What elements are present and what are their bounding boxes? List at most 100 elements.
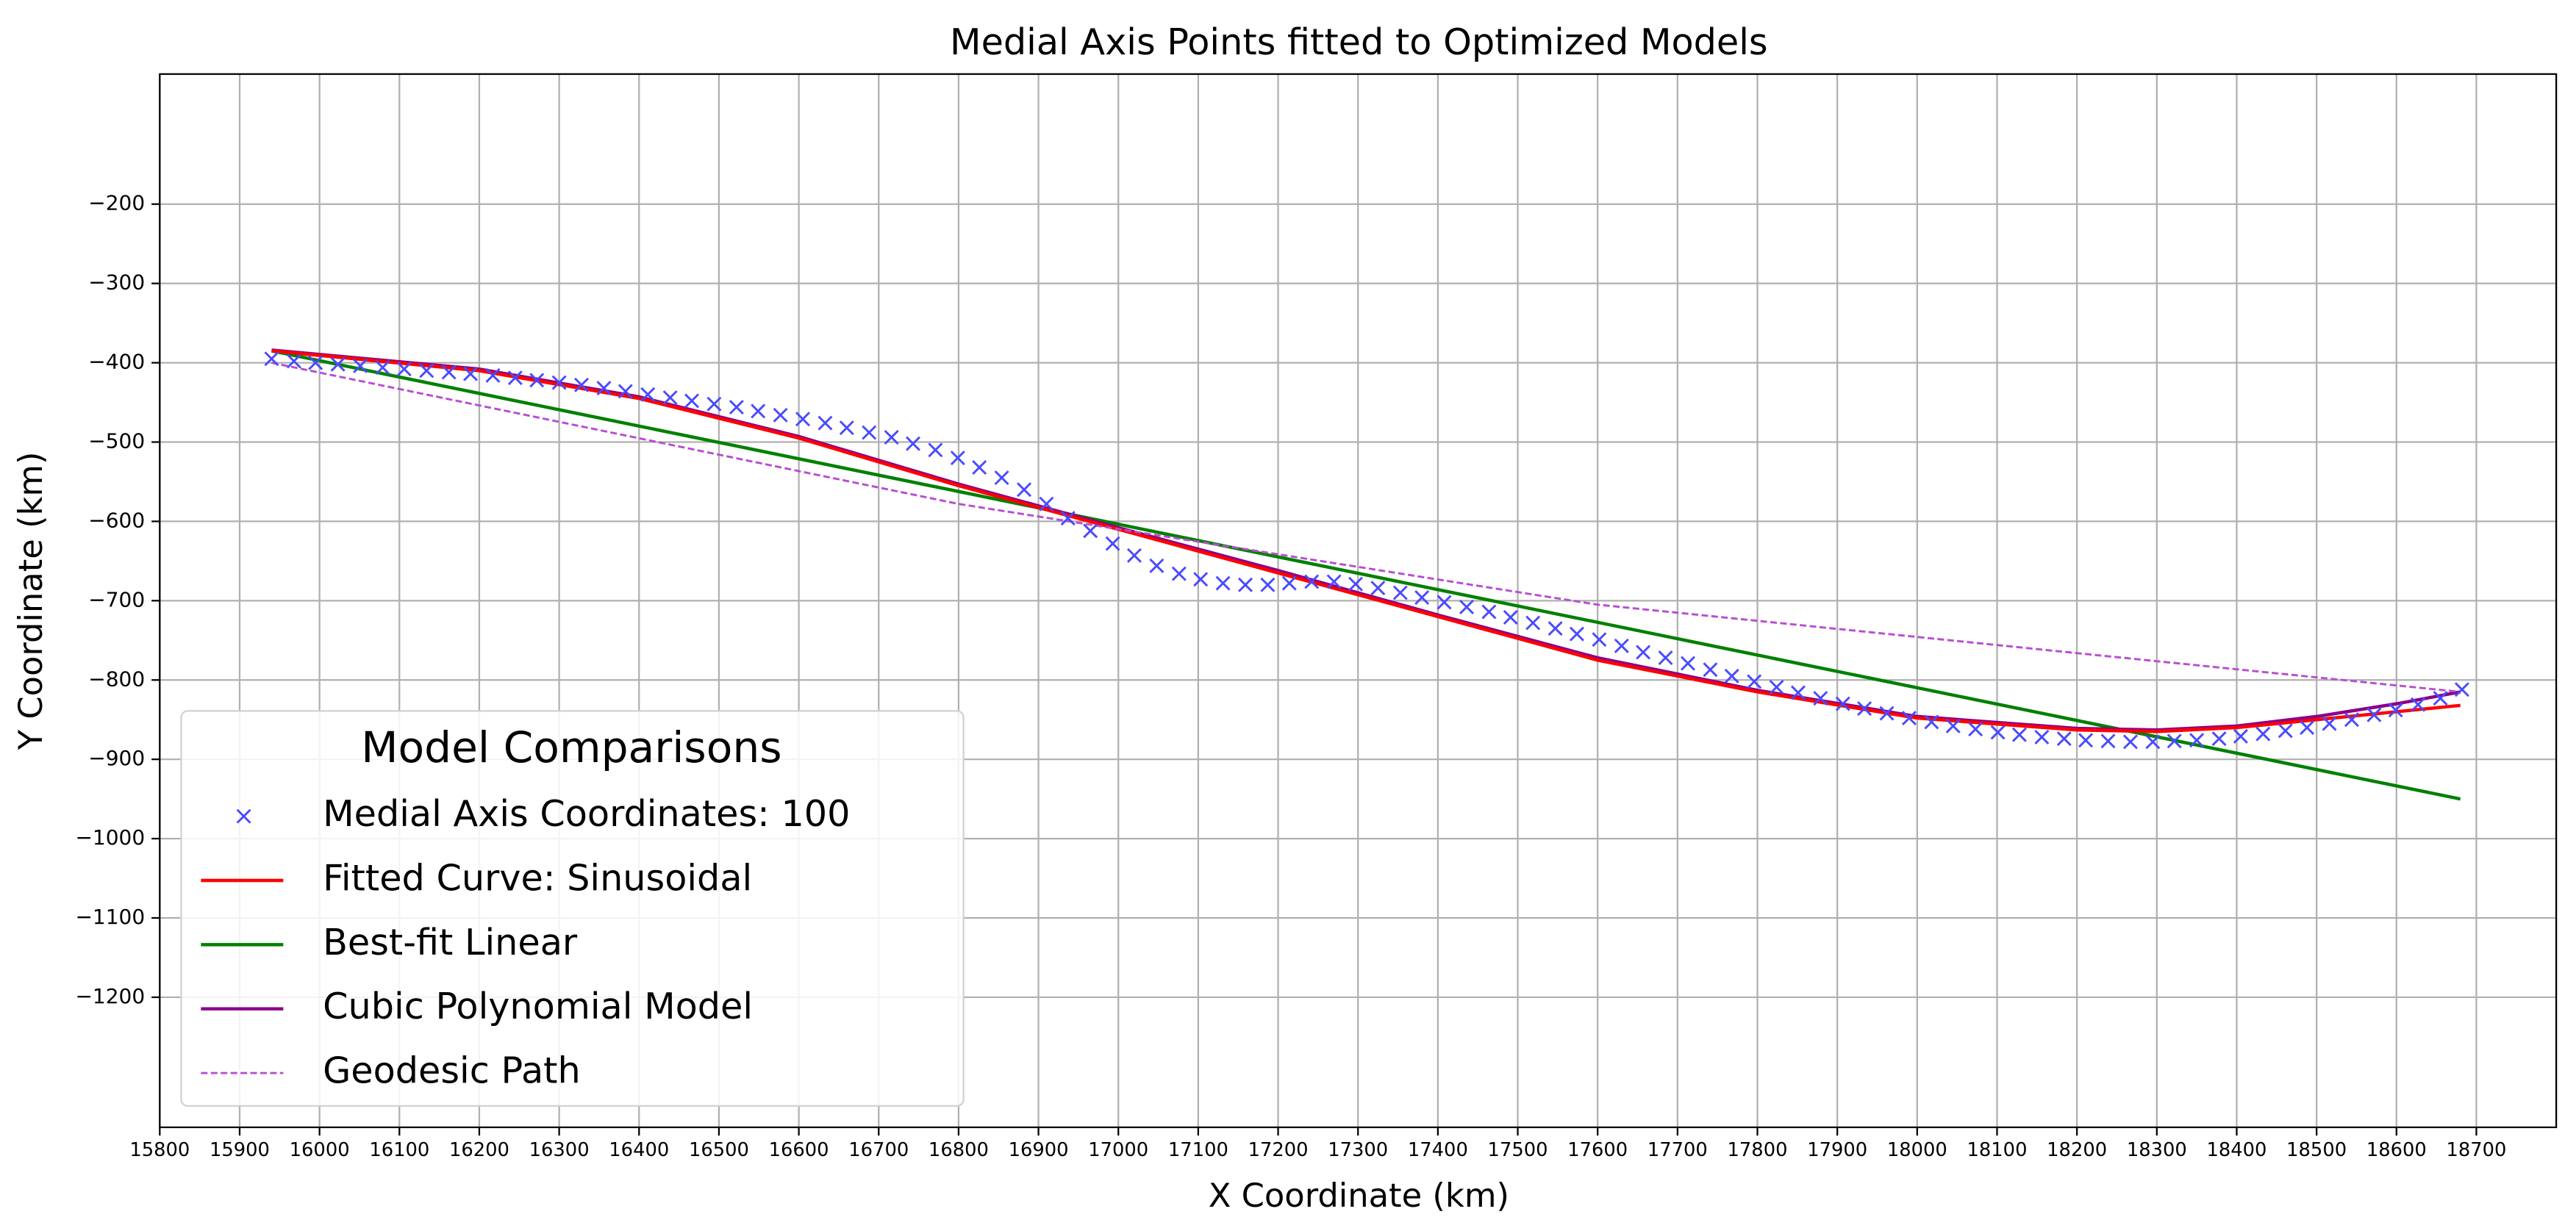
- chart-title: Medial Axis Points fitted to Optimized M…: [950, 21, 1768, 63]
- medial-point: [2167, 733, 2182, 749]
- x-marker-stroke: [2011, 727, 2027, 742]
- medial-point: [817, 415, 833, 431]
- legend-label: Cubic Polynomial Model: [323, 985, 753, 1027]
- medial-point: [1459, 599, 1474, 614]
- medial-point: [1790, 685, 1806, 700]
- x-tick-label: 16900: [1009, 1139, 1069, 1161]
- x-marker-stroke: [308, 355, 323, 370]
- x-marker-stroke: [1414, 590, 1430, 606]
- x-tick-label: 18500: [2286, 1139, 2347, 1161]
- medial-point: [684, 393, 699, 409]
- medial-point: [2011, 727, 2027, 742]
- medial-point: [773, 407, 788, 423]
- x-marker-stroke: [1348, 576, 1363, 592]
- x-marker-stroke: [1790, 685, 1806, 700]
- x-tick-label: 17100: [1168, 1139, 1228, 1161]
- x-marker-stroke: [1370, 581, 1386, 596]
- medial-point: [529, 373, 545, 388]
- medial-point: [2344, 712, 2359, 728]
- x-marker-stroke: [1392, 585, 1408, 600]
- medial-point: [1945, 718, 1961, 733]
- medial-point: [972, 460, 987, 475]
- medial-point: [2433, 691, 2448, 706]
- medial-point: [2454, 682, 2469, 697]
- medial-point: [1703, 662, 1718, 678]
- medial-point: [2366, 707, 2382, 722]
- x-tick-label: 17400: [1408, 1139, 1468, 1161]
- x-marker-stroke: [2300, 720, 2315, 736]
- x-tick-label: 16200: [449, 1139, 509, 1161]
- y-tick-label: −900: [88, 746, 145, 770]
- x-marker-stroke: [1924, 714, 1939, 730]
- medial-point: [2078, 733, 2094, 748]
- medial-point: [839, 420, 854, 436]
- legend-label: Fitted Curve: Sinusoidal: [323, 857, 752, 900]
- x-marker-stroke: [2366, 707, 2382, 722]
- medial-point: [2189, 733, 2205, 748]
- medial-point: [574, 377, 590, 392]
- plot-frame: [159, 73, 2558, 1129]
- x-marker-stroke: [2233, 728, 2248, 744]
- series-line: [271, 349, 2461, 733]
- x-marker-stroke: [2411, 697, 2426, 712]
- medial-point: [2300, 720, 2315, 736]
- medial-point: [1083, 523, 1098, 539]
- medial-point: [2145, 734, 2161, 750]
- medial-point: [596, 381, 612, 396]
- legend-title: Model Comparisons: [361, 722, 781, 772]
- x-marker-stroke: [1857, 701, 1872, 717]
- x-marker-stroke: [1968, 722, 1983, 737]
- x-marker-stroke: [1503, 610, 1518, 625]
- medial-point: [1370, 581, 1386, 596]
- x-marker-stroke: [529, 373, 545, 388]
- medial-point: [1990, 725, 2006, 740]
- x-marker-stroke: [950, 451, 965, 466]
- x-marker-stroke: [485, 367, 501, 383]
- x-axis-label: X Coordinate (km): [1209, 1176, 1509, 1215]
- medial-point: [1680, 656, 1695, 671]
- x-marker-stroke: [2433, 691, 2448, 706]
- medial-point: [1392, 585, 1408, 600]
- medial-point: [1437, 595, 1452, 610]
- x-marker-stroke: [396, 362, 412, 377]
- x-tick-label: 17500: [1488, 1139, 1548, 1161]
- y-tick-label: −1100: [75, 905, 145, 929]
- medial-point: [1548, 621, 1563, 636]
- medial-point: [1193, 572, 1209, 587]
- x-marker-stroke: [1525, 615, 1541, 631]
- x-marker-stroke: [839, 420, 854, 436]
- x-marker-stroke: [2034, 729, 2050, 744]
- x-tick-label: 18700: [2446, 1139, 2506, 1161]
- x-tick-label: 17900: [1807, 1139, 1867, 1161]
- x-marker-stroke: [1835, 696, 1850, 711]
- x-marker-stroke: [884, 430, 899, 445]
- x-tick-label: 16400: [609, 1139, 669, 1161]
- x-marker-stroke: [1238, 577, 1253, 592]
- y-tick-label: −1200: [75, 984, 145, 1008]
- x-marker-stroke: [862, 425, 877, 440]
- y-tick-label: −500: [88, 429, 145, 453]
- x-marker-stroke: [1592, 632, 1607, 647]
- x-marker-stroke: [773, 407, 788, 423]
- x-tick-label: 16100: [369, 1139, 429, 1161]
- x-marker-stroke: [1083, 523, 1098, 539]
- x-marker-stroke: [994, 470, 1009, 486]
- medial-point: [1260, 577, 1276, 592]
- x-marker-stroke: [1990, 725, 2006, 740]
- medial-point: [618, 384, 633, 399]
- medial-point: [419, 363, 434, 378]
- x-marker-stroke: [1060, 511, 1076, 526]
- x-tick-label: 18100: [1967, 1139, 2028, 1161]
- x-marker-stroke: [2278, 723, 2293, 739]
- medial-point: [1481, 604, 1497, 620]
- medial-point: [1569, 626, 1584, 642]
- medial-point: [1525, 615, 1541, 631]
- legend-label: Best-fit Linear: [323, 921, 578, 963]
- x-marker-stroke: [441, 365, 457, 380]
- medial-point: [2278, 723, 2293, 739]
- medial-point: [463, 366, 478, 381]
- medial-point: [994, 470, 1009, 486]
- x-tick-label: 16800: [929, 1139, 989, 1161]
- x-tick-label: 18400: [2207, 1139, 2267, 1161]
